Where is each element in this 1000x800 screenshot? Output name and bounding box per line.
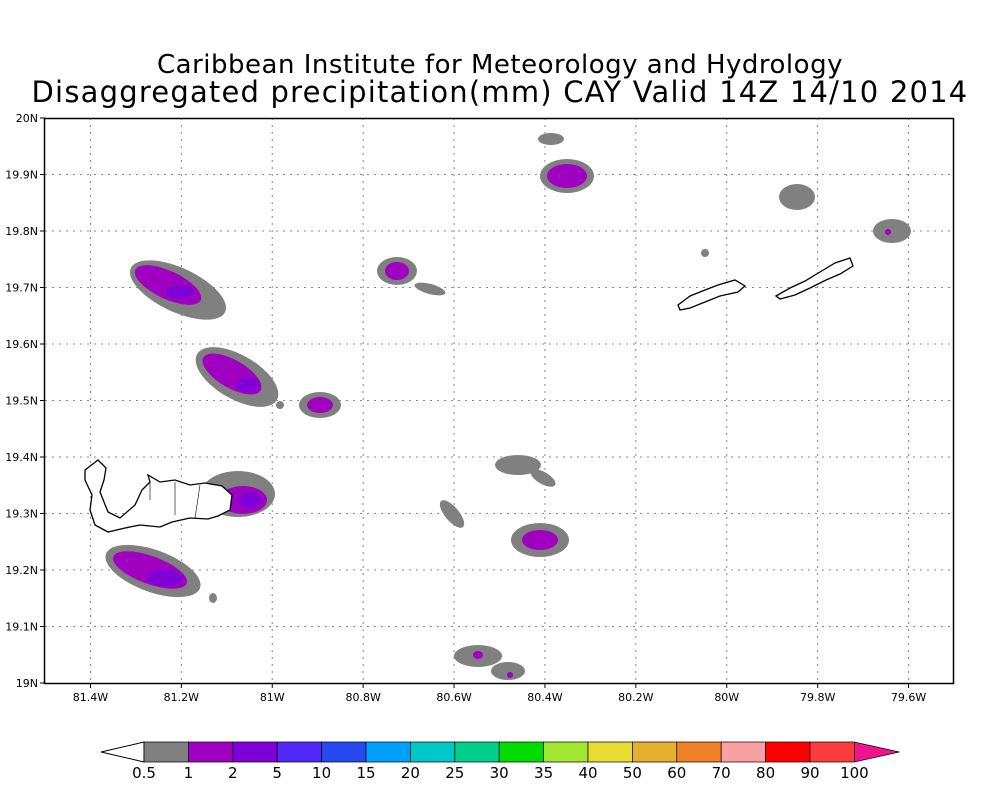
y-tick-label: 20N [16,112,38,125]
cayman-brac [774,257,854,300]
colorbar-label: 25 [445,764,464,782]
y-tick-label: 19.7N [5,282,38,295]
colorbar-swatch [365,741,411,763]
y-tick-label: 19.2N [5,564,38,577]
colorbar-swatch [143,741,189,763]
y-tick-label: 19.4N [5,451,38,464]
colorbar-swatch [632,741,678,763]
x-tick-label: 80.2W [618,691,653,704]
colorbar-swatch [498,741,544,763]
chart-title: Caribbean Institute for Meteorology and … [157,50,843,80]
colorbar-under-arrow [100,741,145,763]
y-tick-label: 19.6N [5,338,38,351]
colorbar-swatch [321,741,367,763]
grid-lines [45,118,954,683]
colorbar-swatch [676,741,722,763]
colorbar-label: 30 [490,764,509,782]
colorbar-swatch [454,741,500,763]
colorbar-swatch [720,741,766,763]
x-tick-label: 79.6W [891,691,926,704]
x-tick-label: 81.4W [73,691,108,704]
precip-heavy [147,285,262,586]
colorbar-swatch [765,741,811,763]
colorbar-label: 5 [272,764,282,782]
colorbar-label: 80 [756,764,775,782]
colorbar-label: 50 [623,764,642,782]
colorbar-swatch [410,741,456,763]
chart-subtitle: Disaggregated precipitation(mm) CAY Vali… [31,75,969,109]
colorbar-label: 15 [356,764,375,782]
colorbar-label: 40 [578,764,597,782]
x-tick-label: 80W [714,691,739,704]
x-tick-label: 80.6W [436,691,471,704]
precip-light [105,133,911,680]
little-cayman [677,279,747,311]
colorbar-label: 100 [840,764,869,782]
x-axis: 81.4W 81.2W 81W 80.8W 80.6W 80.4W 80.2W 80W 79.8… [73,683,926,704]
y-tick-label: 19.5N [5,395,38,408]
grand-cayman [84,459,233,533]
coastlines [84,257,854,533]
colorbar-label: 1 [184,764,194,782]
colorbar-label: 10 [312,764,331,782]
y-tick-label: 19.9N [5,169,38,182]
colorbar-over-arrow [854,741,900,763]
colorbar-label: 70 [712,764,731,782]
x-tick-label: 80.8W [345,691,380,704]
x-tick-label: 79.8W [800,691,835,704]
colorbar-swatch [276,741,322,763]
colorbar-swatch [188,741,234,763]
x-tick-label: 81W [260,691,285,704]
colorbar-label: 2 [228,764,238,782]
colorbar-label: 0.5 [132,764,156,782]
colorbar-label: 60 [667,764,686,782]
colorbar-swatch [809,741,855,763]
colorbar-label: 35 [534,764,553,782]
colorbar-label: 20 [401,764,420,782]
y-tick-label: 19.8N [5,225,38,238]
precip-moderate [113,164,891,678]
y-axis: 19N 19.1N 19.2N 19.3N 19.4N 19.5N 19.6N 19.7N 19… [5,112,45,690]
y-tick-label: 19.3N [5,508,38,521]
colorbar-swatch [232,741,278,763]
x-tick-label: 80.4W [527,691,562,704]
y-tick-label: 19.1N [5,621,38,634]
colorbar-label: 90 [800,764,819,782]
precip-areas [105,133,911,680]
y-tick-label: 19N [16,677,38,690]
x-tick-label: 81.2W [164,691,199,704]
colorbar-swatch [543,741,589,763]
colorbar-swatch [587,741,633,763]
colorbar: 0.5 1 2 5 10 15 20 25 30 35 40 50 60 70 80 90 100 [100,741,900,782]
